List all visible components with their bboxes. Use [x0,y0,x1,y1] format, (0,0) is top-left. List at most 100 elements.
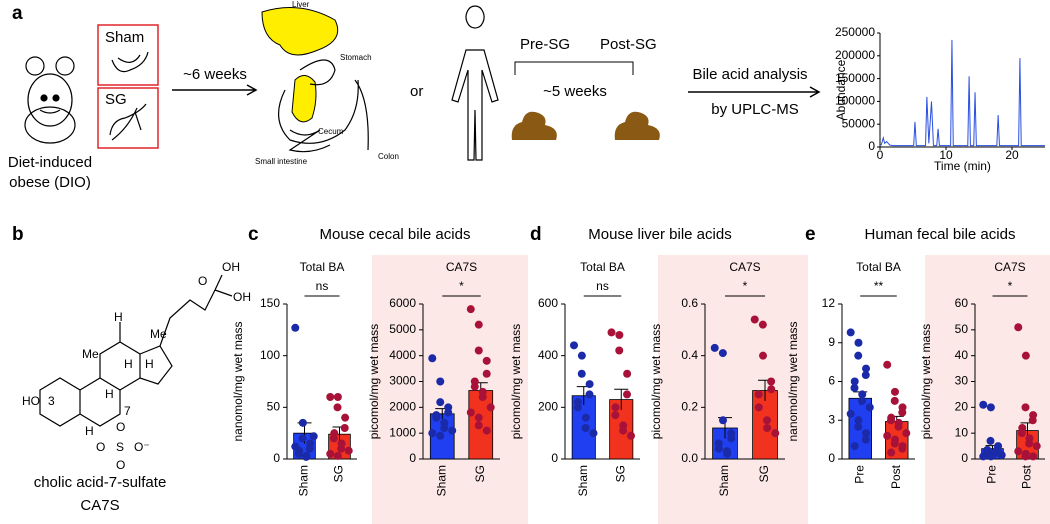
y-tick-label: 6000 [389,296,416,310]
data-point [432,413,441,422]
data-point [448,426,457,435]
arrow [172,84,258,96]
x-tick-label: Post [1020,464,1034,489]
data-point [883,360,892,369]
structure-atom: 3 [48,394,55,408]
y-tick-label: 3 [828,412,835,426]
structure-atom: OH [233,290,251,304]
data-point [570,341,578,350]
data-point [444,408,453,417]
x-tick-label: SG [332,465,346,482]
data-point [890,439,899,448]
data-point [611,411,620,420]
human-icon [451,5,499,161]
data-point [754,390,763,399]
data-point [771,429,780,438]
data-point [986,403,995,412]
x-tick-label: Post [889,464,903,489]
group-box [97,24,159,86]
data-point [883,431,892,440]
data-point [291,442,300,451]
compound-name: cholic acid-7-sulfate [34,474,167,491]
data-point [466,305,475,314]
data-point [486,403,495,412]
data-point [861,371,870,380]
time-label: Pre-SG [520,36,570,53]
y-tick-label: 0.4 [681,348,698,362]
organs-drawing [261,7,369,153]
panel-label: e [805,224,816,245]
data-point [1021,351,1030,360]
data-point [474,421,483,430]
data-point [615,331,624,339]
data-point [573,403,582,412]
data-point [329,434,338,443]
structure-atom: O [116,420,125,434]
data-point [302,452,311,461]
data-point [577,369,586,378]
data-point [898,408,907,417]
data-point [478,393,487,401]
y-tick-label: 600 [538,296,558,310]
structure-atom: O [198,274,207,288]
data-point [754,403,763,412]
data-point [466,408,475,417]
data-point [436,398,445,407]
group-box [97,87,159,149]
subplot-title: CA7S [729,260,760,274]
mouse-label: Diet-induced [8,154,92,171]
data-point [979,452,988,461]
data-point [326,449,335,458]
data-point [291,323,300,332]
y-axis-label: picomol/mg wet mass [367,324,381,439]
y-tick-label: 0.0 [681,451,698,465]
panel-background [372,255,528,524]
data-point [759,351,767,360]
data-point [436,377,445,386]
data-point [1021,452,1030,461]
panel-title: Mouse liver bile acids [588,226,731,243]
data-point [581,413,590,422]
or-text: or [410,83,423,100]
data-point [585,390,594,399]
y-axis-label: nanomol/mg wet mass [231,321,245,441]
data-point [854,422,863,431]
y-tick-label: 9 [828,335,835,349]
bracket [514,61,634,75]
structure-atom: OH [222,260,240,274]
data-point [898,444,907,453]
structure-atom: HO [22,394,40,408]
structure-atom: H [124,357,133,371]
significance: * [743,279,748,293]
data-point [298,418,307,427]
data-point [333,393,342,401]
panel-label: b [12,224,24,245]
data-point [767,377,776,386]
x-tick-label: Sham [576,465,590,496]
arrow [688,86,821,98]
organ-label: Colon [378,152,399,161]
y-tick-label: 200 [538,400,558,414]
data-point [861,435,870,444]
mouse-icon [24,56,76,144]
data-point [1021,403,1030,412]
data-point [714,444,723,453]
data-point [1028,416,1037,425]
data-point [763,416,771,425]
data-point [482,426,491,435]
analysis: Bile acid analysis [692,66,807,83]
data-point [585,380,594,389]
data-point [333,403,342,412]
x-tick-label: Sham [717,465,731,496]
x-tick-label: SG [473,465,487,482]
data-point [750,315,759,324]
y-tick-label: 150000 [835,71,875,85]
data-point [1017,429,1026,438]
data-point [333,451,342,460]
data-point [623,390,631,399]
x-tick-label: SG [613,465,627,482]
x-axis-label: Time (min) [934,159,991,173]
data-point [890,387,899,396]
subplot-title: Total BA [856,260,901,274]
